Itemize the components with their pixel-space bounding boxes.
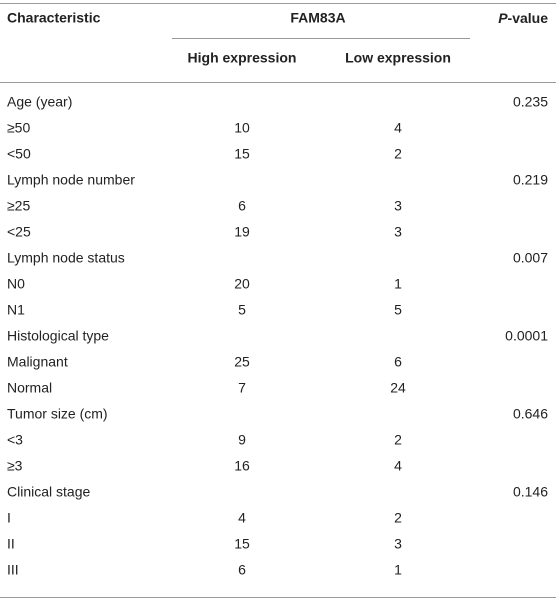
low-count: 2 bbox=[394, 432, 402, 448]
high-count: 9 bbox=[238, 432, 246, 448]
row-label: Histological type bbox=[7, 328, 109, 344]
row-label: <25 bbox=[7, 224, 31, 240]
high-count: 5 bbox=[238, 302, 246, 318]
header-p-italic: P bbox=[498, 10, 508, 26]
p-value: 0.219 bbox=[513, 172, 548, 188]
row-label: Malignant bbox=[7, 354, 68, 370]
header-p-value: P-value bbox=[498, 10, 548, 26]
header-group: FAM83A bbox=[290, 10, 345, 26]
header-low: Low expression bbox=[345, 50, 451, 66]
high-count: 10 bbox=[234, 120, 250, 136]
low-count: 3 bbox=[394, 198, 402, 214]
row-label: II bbox=[7, 536, 15, 552]
row-label: ≥3 bbox=[7, 458, 23, 474]
row-label: N1 bbox=[7, 302, 25, 318]
high-count: 25 bbox=[234, 354, 250, 370]
low-count: 2 bbox=[394, 510, 402, 526]
low-count: 6 bbox=[394, 354, 402, 370]
low-count: 4 bbox=[394, 120, 402, 136]
low-count: 2 bbox=[394, 146, 402, 162]
high-count: 19 bbox=[234, 224, 250, 240]
row-label: III bbox=[7, 562, 19, 578]
low-count: 5 bbox=[394, 302, 402, 318]
high-count: 6 bbox=[238, 562, 246, 578]
high-count: 15 bbox=[234, 146, 250, 162]
row-label: ≥50 bbox=[7, 120, 30, 136]
row-label: <3 bbox=[7, 432, 23, 448]
high-count: 6 bbox=[238, 198, 246, 214]
high-count: 16 bbox=[234, 458, 250, 474]
low-count: 1 bbox=[394, 276, 402, 292]
row-label: Tumor size (cm) bbox=[7, 406, 108, 422]
high-count: 15 bbox=[234, 536, 250, 552]
p-value: 0.235 bbox=[513, 94, 548, 110]
p-value: 0.0001 bbox=[505, 328, 548, 344]
row-label: Age (year) bbox=[7, 94, 72, 110]
row-label: <50 bbox=[7, 146, 31, 162]
header-characteristic: Characteristic bbox=[7, 10, 101, 26]
row-label: I bbox=[7, 510, 11, 526]
low-count: 4 bbox=[394, 458, 402, 474]
low-count: 3 bbox=[394, 224, 402, 240]
row-label: Clinical stage bbox=[7, 484, 90, 500]
high-count: 20 bbox=[234, 276, 250, 292]
row-label: Lymph node number bbox=[7, 172, 135, 188]
row-label: Normal bbox=[7, 380, 52, 396]
high-count: 4 bbox=[238, 510, 246, 526]
low-count: 1 bbox=[394, 562, 402, 578]
header-p-rest: -value bbox=[508, 10, 549, 26]
row-label: Lymph node status bbox=[7, 250, 125, 266]
p-value: 0.146 bbox=[513, 484, 548, 500]
high-count: 7 bbox=[238, 380, 246, 396]
low-count: 3 bbox=[394, 536, 402, 552]
p-value: 0.007 bbox=[513, 250, 548, 266]
row-label: ≥25 bbox=[7, 198, 30, 214]
row-label: N0 bbox=[7, 276, 25, 292]
low-count: 24 bbox=[390, 380, 406, 396]
header-high: High expression bbox=[188, 50, 297, 66]
p-value: 0.646 bbox=[513, 406, 548, 422]
